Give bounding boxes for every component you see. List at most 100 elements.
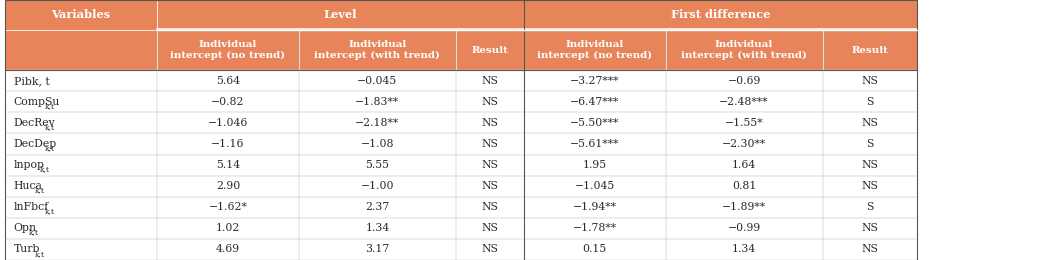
Bar [5, 176, 157, 197]
Bar [823, 133, 917, 154]
Text: NS: NS [481, 139, 498, 149]
Text: −1.94**: −1.94** [572, 202, 617, 212]
Bar [456, 154, 524, 176]
Bar [157, 218, 299, 239]
Bar [524, 133, 666, 154]
Text: 1.64: 1.64 [732, 160, 756, 170]
Bar [299, 218, 456, 239]
Text: k,t: k,t [45, 207, 55, 216]
Bar [666, 30, 823, 70]
Text: DecDep: DecDep [14, 139, 57, 149]
Bar [5, 30, 157, 70]
Bar [524, 70, 666, 91]
Bar [524, 197, 666, 218]
Text: Individual
intercept (with trend): Individual intercept (with trend) [315, 40, 440, 60]
Bar [456, 70, 524, 91]
Bar [157, 112, 299, 133]
Bar [456, 197, 524, 218]
Bar [157, 176, 299, 197]
Text: NS: NS [481, 181, 498, 191]
Text: Result: Result [851, 46, 888, 55]
Bar [299, 30, 456, 70]
Bar [299, 154, 456, 176]
Bar [299, 197, 456, 218]
Bar [524, 91, 666, 112]
Text: DecRev: DecRev [14, 118, 55, 128]
Bar [456, 239, 524, 260]
Text: −5.61***: −5.61*** [570, 139, 619, 149]
Text: NS: NS [481, 244, 498, 255]
Text: −1.046: −1.046 [208, 118, 248, 128]
Text: NS: NS [481, 76, 498, 86]
Bar [5, 239, 157, 260]
Bar [524, 112, 666, 133]
Text: −1.83**: −1.83** [355, 97, 400, 107]
Text: Result: Result [472, 46, 508, 55]
Bar [5, 133, 157, 154]
Text: k,t: k,t [34, 250, 45, 258]
Text: −5.50***: −5.50*** [570, 118, 619, 128]
Text: 3.17: 3.17 [366, 244, 389, 255]
Bar [157, 197, 299, 218]
Text: NS: NS [862, 181, 878, 191]
Text: First difference: First difference [671, 9, 770, 21]
Text: 5.55: 5.55 [366, 160, 389, 170]
Text: Variables: Variables [52, 9, 110, 21]
Text: 4.69: 4.69 [216, 244, 240, 255]
Bar [524, 0, 917, 30]
Bar [666, 218, 823, 239]
Bar [666, 91, 823, 112]
Text: S: S [866, 97, 873, 107]
Text: 0.15: 0.15 [583, 244, 606, 255]
Text: S: S [866, 202, 873, 212]
Text: Huca: Huca [14, 181, 42, 191]
Text: NS: NS [862, 160, 878, 170]
Text: NS: NS [862, 118, 878, 128]
Bar [299, 70, 456, 91]
Bar [456, 112, 524, 133]
Bar [157, 0, 524, 30]
Text: 0.81: 0.81 [732, 181, 756, 191]
Bar [524, 239, 666, 260]
Bar [823, 239, 917, 260]
Bar [157, 133, 299, 154]
Text: 1.34: 1.34 [366, 223, 389, 233]
Bar [5, 154, 157, 176]
Bar [823, 30, 917, 70]
Bar [456, 218, 524, 239]
Bar [299, 239, 456, 260]
Text: −2.18**: −2.18** [355, 118, 400, 128]
Text: −1.78**: −1.78** [572, 223, 617, 233]
Bar [666, 197, 823, 218]
Bar [5, 197, 157, 218]
Bar [157, 154, 299, 176]
Text: Opn: Opn [14, 223, 37, 233]
Text: NS: NS [862, 244, 878, 255]
Text: −2.48***: −2.48*** [720, 97, 768, 107]
Bar [823, 70, 917, 91]
Bar [299, 176, 456, 197]
Bar [456, 176, 524, 197]
Bar [524, 176, 666, 197]
Bar [666, 154, 823, 176]
Text: lnpop: lnpop [14, 160, 45, 170]
Bar [823, 197, 917, 218]
Bar [5, 70, 157, 91]
Bar [157, 239, 299, 260]
Text: Turb: Turb [14, 244, 40, 255]
Bar [666, 239, 823, 260]
Text: 1.02: 1.02 [216, 223, 240, 233]
Bar [524, 154, 666, 176]
Text: NS: NS [481, 160, 498, 170]
Text: −0.82: −0.82 [211, 97, 245, 107]
Bar [5, 91, 157, 112]
Text: NS: NS [481, 223, 498, 233]
Bar [823, 176, 917, 197]
Bar [524, 30, 666, 70]
Bar [823, 154, 917, 176]
Bar [299, 112, 456, 133]
Text: NS: NS [481, 97, 498, 107]
Text: −1.08: −1.08 [360, 139, 394, 149]
Text: 5.14: 5.14 [216, 160, 240, 170]
Bar [524, 218, 666, 239]
